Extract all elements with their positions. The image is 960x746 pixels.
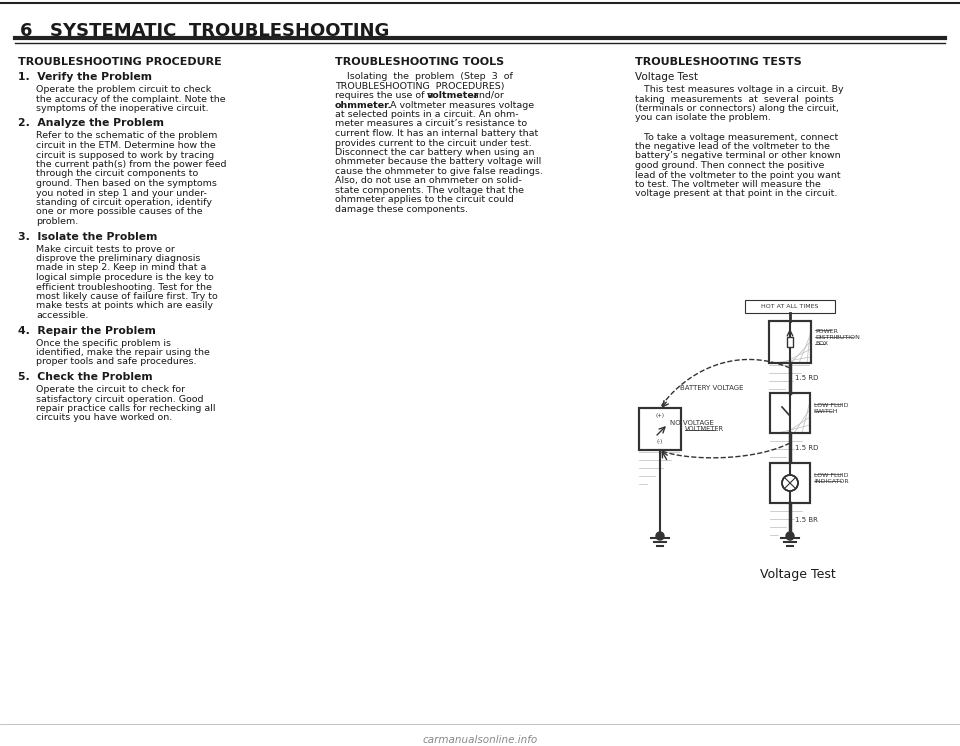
Text: 1.  Verify the Problem: 1. Verify the Problem xyxy=(18,72,152,82)
Text: you noted in step 1 and your under-: you noted in step 1 and your under- xyxy=(36,189,206,198)
Text: Refer to the schematic of the problem: Refer to the schematic of the problem xyxy=(36,131,217,140)
Text: Voltage Test: Voltage Test xyxy=(635,72,698,82)
Text: state components. The voltage that the: state components. The voltage that the xyxy=(335,186,524,195)
Text: SYSTEMATIC  TROUBLESHOOTING: SYSTEMATIC TROUBLESHOOTING xyxy=(50,22,390,40)
Text: Make circuit tests to prove or: Make circuit tests to prove or xyxy=(36,245,175,254)
Text: 1.5 RD: 1.5 RD xyxy=(795,375,818,381)
Text: circuit is supposed to work by tracing: circuit is supposed to work by tracing xyxy=(36,151,214,160)
Text: ohmmeter.: ohmmeter. xyxy=(335,101,393,110)
Text: good ground. Then connect the positive: good ground. Then connect the positive xyxy=(635,161,825,170)
Text: voltmeter: voltmeter xyxy=(427,91,479,100)
Text: Disconnect the car battery when using an: Disconnect the car battery when using an xyxy=(335,148,535,157)
Text: disprove the preliminary diagnosis: disprove the preliminary diagnosis xyxy=(36,254,201,263)
Text: problem.: problem. xyxy=(36,217,79,226)
Bar xyxy=(745,300,835,313)
Text: Once the specific problem is: Once the specific problem is xyxy=(36,339,171,348)
Text: provides current to the circuit under test.: provides current to the circuit under te… xyxy=(335,139,532,148)
Text: you can isolate the problem.: you can isolate the problem. xyxy=(635,113,771,122)
Text: the accuracy of the complaint. Note the: the accuracy of the complaint. Note the xyxy=(36,95,226,104)
Bar xyxy=(770,393,810,433)
Text: Operate the problem circuit to check: Operate the problem circuit to check xyxy=(36,85,211,94)
Text: circuit in the ETM. Determine how the: circuit in the ETM. Determine how the xyxy=(36,141,216,150)
Circle shape xyxy=(782,475,798,491)
Bar xyxy=(770,463,810,503)
Text: satisfactory circuit operation. Good: satisfactory circuit operation. Good xyxy=(36,395,204,404)
Text: current flow. It has an internal battery that: current flow. It has an internal battery… xyxy=(335,129,539,138)
Text: HOT AT ALL TIMES: HOT AT ALL TIMES xyxy=(761,304,819,309)
Text: and/or: and/or xyxy=(470,91,504,100)
Text: the current path(s) from the power feed: the current path(s) from the power feed xyxy=(36,160,227,169)
Text: A voltmeter measures voltage: A voltmeter measures voltage xyxy=(387,101,534,110)
Text: lead of the voltmeter to the point you want: lead of the voltmeter to the point you w… xyxy=(635,171,841,180)
Text: make tests at points which are easily: make tests at points which are easily xyxy=(36,301,213,310)
Text: TROUBLESHOOTING TOOLS: TROUBLESHOOTING TOOLS xyxy=(335,57,504,67)
Text: standing of circuit operation, identify: standing of circuit operation, identify xyxy=(36,198,212,207)
Text: voltage present at that point in the circuit.: voltage present at that point in the cir… xyxy=(635,189,837,198)
Circle shape xyxy=(786,532,794,540)
Text: to test. The voltmeter will measure the: to test. The voltmeter will measure the xyxy=(635,180,821,189)
Text: made in step 2. Keep in mind that a: made in step 2. Keep in mind that a xyxy=(36,263,206,272)
Bar xyxy=(639,408,681,450)
Text: (-): (-) xyxy=(657,439,663,445)
Bar xyxy=(770,463,810,503)
Text: one or more possible causes of the: one or more possible causes of the xyxy=(36,207,203,216)
Text: TROUBLESHOOTING TESTS: TROUBLESHOOTING TESTS xyxy=(635,57,802,67)
Text: through the circuit components to: through the circuit components to xyxy=(36,169,199,178)
Text: VOLTMETER: VOLTMETER xyxy=(685,426,724,432)
Text: Also, do not use an ohmmeter on solid-: Also, do not use an ohmmeter on solid- xyxy=(335,177,521,186)
Text: ground. Then based on the symptoms: ground. Then based on the symptoms xyxy=(36,179,217,188)
Bar xyxy=(770,393,810,433)
Text: 1.5 BR: 1.5 BR xyxy=(795,518,818,524)
Text: 1.5 RD: 1.5 RD xyxy=(795,445,818,451)
Text: proper tools and safe procedures.: proper tools and safe procedures. xyxy=(36,357,197,366)
Text: battery’s negative terminal or other known: battery’s negative terminal or other kno… xyxy=(635,151,841,160)
Text: TROUBLESHOOTING PROCEDURE: TROUBLESHOOTING PROCEDURE xyxy=(18,57,222,67)
Text: POWER
DISTRIBUTION
BOX: POWER DISTRIBUTION BOX xyxy=(815,329,860,346)
Text: repair practice calls for rechecking all: repair practice calls for rechecking all xyxy=(36,404,215,413)
Text: This test measures voltage in a circuit. By: This test measures voltage in a circuit.… xyxy=(635,85,844,94)
Text: damage these components.: damage these components. xyxy=(335,205,468,214)
Text: identified, make the repair using the: identified, make the repair using the xyxy=(36,348,210,357)
Bar xyxy=(769,321,811,363)
Text: ohmmeter because the battery voltage will: ohmmeter because the battery voltage wil… xyxy=(335,157,541,166)
Text: carmanualsonline.info: carmanualsonline.info xyxy=(422,735,538,745)
Text: LOW FLUID
INDICATOR: LOW FLUID INDICATOR xyxy=(814,473,849,484)
Text: (+): (+) xyxy=(656,413,664,419)
Text: ohmmeter applies to the circuit could: ohmmeter applies to the circuit could xyxy=(335,195,514,204)
Text: Operate the circuit to check for: Operate the circuit to check for xyxy=(36,385,185,394)
Text: BATTERY VOLTAGE: BATTERY VOLTAGE xyxy=(680,385,743,391)
Text: requires the use of a: requires the use of a xyxy=(335,91,437,100)
Text: 6: 6 xyxy=(20,22,33,40)
Text: To take a voltage measurement, connect: To take a voltage measurement, connect xyxy=(635,133,838,142)
Text: accessible.: accessible. xyxy=(36,311,88,320)
Text: 2.  Analyze the Problem: 2. Analyze the Problem xyxy=(18,119,164,128)
Text: (terminals or connectors) along the circuit,: (terminals or connectors) along the circ… xyxy=(635,104,839,113)
Bar xyxy=(787,337,793,347)
Text: Voltage Test: Voltage Test xyxy=(759,568,835,581)
Text: 4.  Repair the Problem: 4. Repair the Problem xyxy=(18,325,156,336)
Text: 5.  Check the Problem: 5. Check the Problem xyxy=(18,372,153,382)
Text: meter measures a circuit’s resistance to: meter measures a circuit’s resistance to xyxy=(335,119,527,128)
Text: NO VOLTAGE: NO VOLTAGE xyxy=(670,420,714,426)
Text: efficient troubleshooting. Test for the: efficient troubleshooting. Test for the xyxy=(36,283,212,292)
Text: logical simple procedure is the key to: logical simple procedure is the key to xyxy=(36,273,214,282)
Text: 3.  Isolate the Problem: 3. Isolate the Problem xyxy=(18,231,157,242)
Circle shape xyxy=(656,532,664,540)
Text: taking  measurements  at  several  points: taking measurements at several points xyxy=(635,95,834,104)
Text: cause the ohmmeter to give false readings.: cause the ohmmeter to give false reading… xyxy=(335,167,542,176)
Text: most likely cause of failure first. Try to: most likely cause of failure first. Try … xyxy=(36,292,218,301)
Text: TROUBLESHOOTING  PROCEDURES): TROUBLESHOOTING PROCEDURES) xyxy=(335,81,505,90)
Text: symptoms of the inoperative circuit.: symptoms of the inoperative circuit. xyxy=(36,104,208,113)
Text: at selected points in a circuit. An ohm-: at selected points in a circuit. An ohm- xyxy=(335,110,518,119)
Bar xyxy=(769,321,811,363)
Text: LOW FLUID
SWITCH: LOW FLUID SWITCH xyxy=(814,403,849,414)
Text: the negative lead of the voltmeter to the: the negative lead of the voltmeter to th… xyxy=(635,142,830,151)
Bar xyxy=(639,408,681,450)
Text: circuits you have worked on.: circuits you have worked on. xyxy=(36,413,172,422)
Text: Isolating  the  problem  (Step  3  of: Isolating the problem (Step 3 of xyxy=(347,72,513,81)
